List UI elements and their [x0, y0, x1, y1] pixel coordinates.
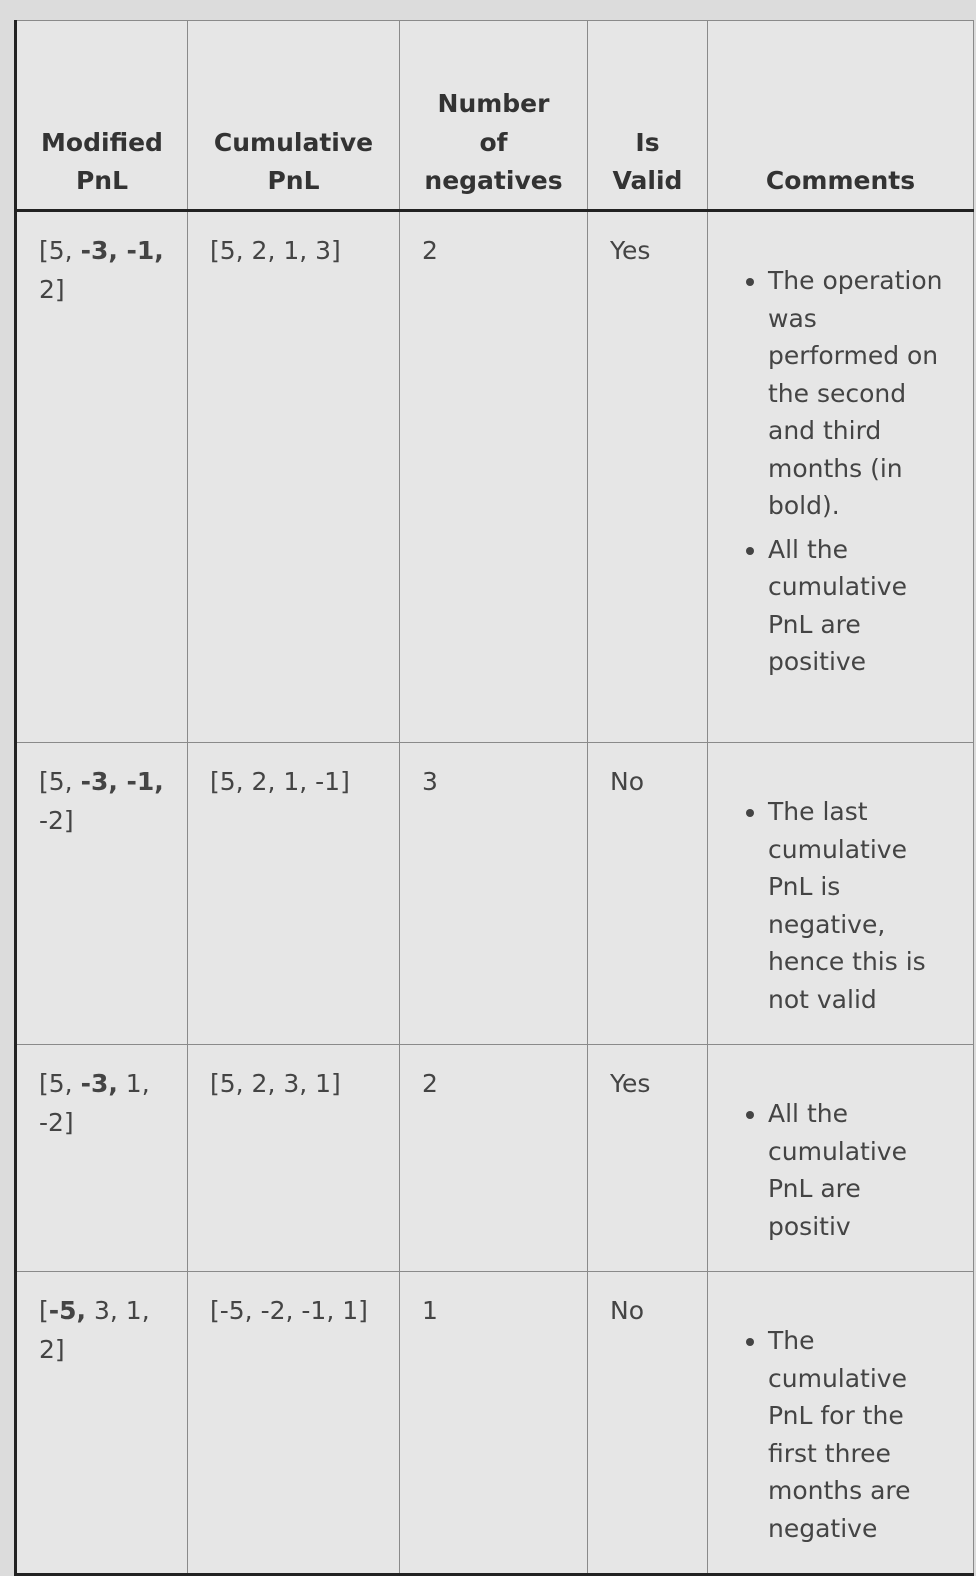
- modified-pnl-cell: [5, -3, -1, -2]: [15, 742, 188, 1045]
- comment-item: The last cumulative PnL is negative, hen…: [768, 793, 951, 1018]
- negatives-cell: 1: [399, 1271, 588, 1575]
- pnl-part: -3,: [80, 1069, 118, 1098]
- modified-pnl-cell: [5, -3, 1, -2]: [15, 1044, 188, 1272]
- comment-list: All the cumulative PnL are positiv: [730, 1095, 951, 1245]
- comments-cell: The operation was performed on the secon…: [707, 210, 974, 743]
- pnl-part: 1, -2]: [39, 1069, 150, 1137]
- cumulative-pnl-cell: [5, 2, 1, 3]: [187, 210, 400, 743]
- table-row: [-5, 3, 1, 2][-5, -2, -1, 1]1NoThe cumul…: [15, 1271, 974, 1575]
- is-valid-cell: No: [587, 742, 708, 1045]
- header-cell: Is Valid: [587, 20, 708, 212]
- pnl-part: -2]: [39, 805, 74, 835]
- pnl-part: [5,: [39, 236, 81, 265]
- cumulative-pnl-cell: [5, 2, 3, 1]: [187, 1044, 400, 1272]
- pnl-part: -5,: [48, 1296, 87, 1325]
- comment-item: The cumulative PnL for the first three m…: [768, 1322, 951, 1547]
- pnl-part: -3, -1,: [80, 236, 164, 265]
- comments-cell: The last cumulative PnL is negative, hen…: [707, 742, 974, 1045]
- is-valid-cell: No: [587, 1271, 708, 1575]
- comment-item: The operation was performed on the secon…: [768, 262, 951, 525]
- comments-cell: The cumulative PnL for the first three m…: [707, 1271, 974, 1575]
- negatives-cell: 3: [399, 742, 588, 1045]
- pnl-part: -3, -1,: [80, 767, 164, 796]
- comment-list: The cumulative PnL for the first three m…: [730, 1322, 951, 1547]
- pnl-part: [5,: [39, 1069, 81, 1098]
- pnl-part: [5,: [39, 767, 81, 796]
- pnl-part: [: [39, 1296, 49, 1325]
- header-cell: Cumulative PnL: [187, 20, 400, 212]
- comment-item: All the cumulative PnL are positive: [768, 531, 951, 681]
- table-row: [5, -3, -1, -2][5, 2, 1, -1]3NoThe last …: [15, 742, 974, 1045]
- header-cell: Number of negatives: [399, 20, 588, 212]
- modified-pnl-cell: [-5, 3, 1, 2]: [15, 1271, 188, 1575]
- table-row: [5, -3, 1, -2][5, 2, 3, 1]2YesAll the cu…: [15, 1044, 974, 1272]
- pnl-part: 3, 1, 2]: [39, 1296, 150, 1364]
- negatives-cell: 2: [399, 210, 588, 743]
- table-row: [5, -3, -1, 2][5, 2, 1, 3]2YesThe operat…: [15, 210, 974, 743]
- cumulative-pnl-cell: [5, 2, 1, -1]: [187, 742, 400, 1045]
- comment-list: The operation was performed on the secon…: [730, 262, 951, 681]
- modified-pnl-cell: [5, -3, -1, 2]: [15, 210, 188, 743]
- pnl-part: 2]: [39, 274, 65, 304]
- table-wrap: Modified PnL Cumulative PnL Number of nega…: [14, 20, 974, 1576]
- header-row: Modified PnL Cumulative PnL Number of nega…: [15, 20, 974, 212]
- table-body: [5, -3, -1, 2][5, 2, 1, 3]2YesThe operat…: [15, 210, 974, 1575]
- is-valid-cell: Yes: [587, 1044, 708, 1272]
- pnl-table: Modified PnL Cumulative PnL Number of nega…: [14, 20, 974, 1576]
- header-cell: Modified PnL: [15, 20, 188, 212]
- cumulative-pnl-cell: [-5, -2, -1, 1]: [187, 1271, 400, 1575]
- comment-list: The last cumulative PnL is negative, hen…: [730, 793, 951, 1018]
- is-valid-cell: Yes: [587, 210, 708, 743]
- comment-item: All the cumulative PnL are positiv: [768, 1095, 951, 1245]
- comments-cell: All the cumulative PnL are positiv: [707, 1044, 974, 1272]
- page: Modified PnL Cumulative PnL Number of nega…: [0, 0, 976, 1498]
- header-cell: Comments: [707, 20, 974, 212]
- negatives-cell: 2: [399, 1044, 588, 1272]
